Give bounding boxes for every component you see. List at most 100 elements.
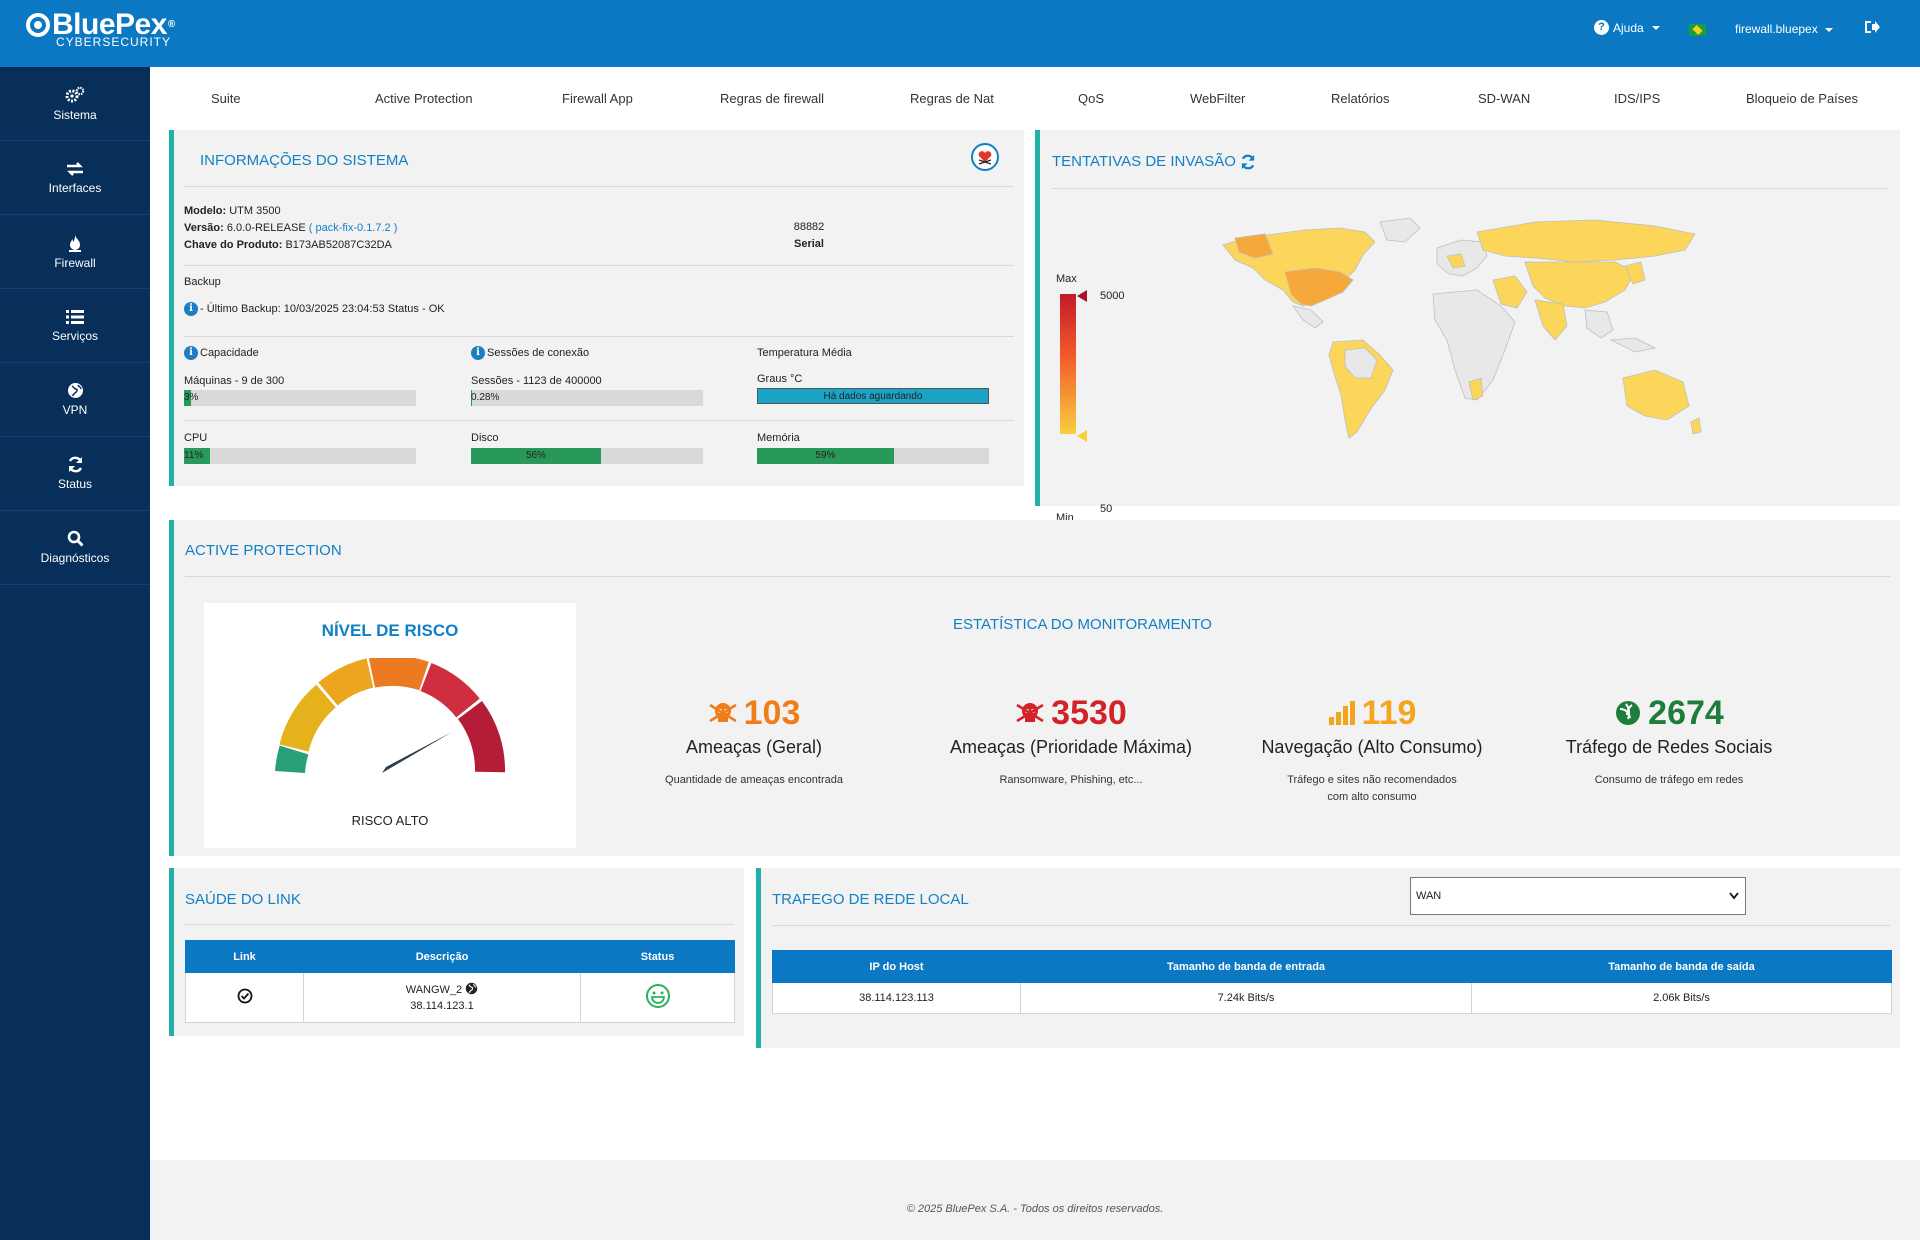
world-map[interactable] <box>1215 210 1705 445</box>
brazil-flag-icon[interactable] <box>1689 24 1706 36</box>
heart-health-icon[interactable] <box>970 142 1000 172</box>
active-protection-title: ACTIVE PROTECTION <box>185 542 342 559</box>
memory-fill: 59% <box>757 448 894 464</box>
tab-bloqueio-paises[interactable]: Bloqueio de Países <box>1746 91 1859 106</box>
tab-relatorios[interactable]: Relatórios <box>1331 91 1390 106</box>
table-row[interactable]: WANGW_2 38.114.123.1 <box>185 972 735 1023</box>
bluepex-logo[interactable]: BluePex ® CYBERSECURITY <box>26 10 175 48</box>
tab-regras-nat[interactable]: Regras de Nat <box>910 91 994 106</box>
info-icon: i <box>471 346 485 360</box>
tab-qos[interactable]: QoS <box>1078 91 1105 106</box>
sidebar-item-vpn[interactable]: VPN <box>0 363 150 437</box>
invasion-title-row: TENTATIVAS DE INVASÃO <box>1052 153 1256 170</box>
stat-value: 2674 <box>1648 694 1724 732</box>
logo-brand-text: BluePex <box>52 8 167 41</box>
disk-bar: 56% <box>471 448 703 464</box>
exchange-icon <box>67 161 83 176</box>
stat-desc: Ransomware, Phishing, etc... <box>999 774 1143 786</box>
tab-active-protection[interactable]: Active Protection <box>375 91 473 106</box>
backup-title: Backup <box>184 276 221 288</box>
local-traffic-table: IP do Host Tamanho de banda de entrada T… <box>772 950 1892 1014</box>
sidebar-item-label: VPN <box>62 403 88 417</box>
sidebar-item-firewall[interactable]: Firewall <box>0 215 150 289</box>
model-value: UTM 3500 <box>229 205 281 217</box>
stat-value: 119 <box>1361 694 1417 732</box>
stat-label: Tráfego de Redes Sociais <box>1565 737 1773 757</box>
sidebar-item-servicos[interactable]: Serviços <box>0 289 150 363</box>
capacity-title: i Capacidade <box>184 346 259 360</box>
risk-label: RISCO ALTO <box>351 813 429 828</box>
divider <box>184 420 1014 421</box>
refresh-icon[interactable] <box>1240 154 1256 170</box>
link-health-title: SAÚDE DO LINK <box>185 891 301 908</box>
temp-title: Temperatura Média <box>757 347 852 359</box>
stat-number: 3530 <box>946 695 1196 731</box>
globe-icon <box>67 383 83 398</box>
stat-value: 103 <box>743 694 801 732</box>
smile-icon <box>645 984 670 1008</box>
table-row[interactable]: 38.114.123.113 7.24k Bits/s 2.06k Bits/s <box>772 982 1892 1014</box>
memory-bar: 59% <box>757 448 989 464</box>
sidebar-item-status[interactable]: Status <box>0 437 150 511</box>
version-pack-link[interactable]: ( pack-fix-0.1.7.2 ) <box>308 222 398 234</box>
skull-icon <box>1016 703 1044 723</box>
link-health-table: Link Descrição Status WANGW_2 38.114.123… <box>185 940 735 1023</box>
sessions-title: i Sessões de conexão <box>471 346 589 360</box>
sessions-pct: 0.28% <box>471 392 500 403</box>
signal-icon <box>1328 701 1355 725</box>
stat-threats-priority: 3530 Ameaças (Prioridade Máxima) Ransomw… <box>946 695 1196 789</box>
divider <box>184 186 1014 187</box>
tab-webfilter[interactable]: WebFilter <box>1190 91 1246 106</box>
risk-title: NÍVEL DE RISCO <box>321 621 459 640</box>
cpu-label: CPU <box>184 432 208 444</box>
logo-mark-icon <box>26 13 50 37</box>
link-name: WANGW_2 <box>405 983 463 996</box>
stat-number: 119 <box>1252 695 1492 731</box>
risk-gauge <box>275 658 505 774</box>
capacity-pct: 3% <box>184 392 199 403</box>
temp-text: Graus °C <box>757 373 803 385</box>
interface-select[interactable]: WAN <box>1410 877 1746 915</box>
sidebar-item-label: Firewall <box>54 255 96 270</box>
stat-value: 3530 <box>1051 694 1127 732</box>
footer: © 2025 BluePex S.A. - Todos os direitos … <box>150 1160 1920 1240</box>
logout-icon[interactable] <box>1864 20 1880 39</box>
stat-navigation-high: 119 Navegação (Alto Consumo) Tráfego e s… <box>1252 695 1492 806</box>
disk-label: Disco <box>471 432 499 444</box>
sidebar-item-label: Diagnósticos <box>40 551 110 565</box>
cpu-bar: 11% <box>184 448 416 464</box>
tab-sd-wan[interactable]: SD-WAN <box>1478 91 1531 106</box>
legend-max-value: 5000 <box>1100 290 1125 302</box>
sidebar-item-label: Sistema <box>53 107 97 122</box>
tab-firewall-app[interactable]: Firewall App <box>562 91 633 106</box>
stat-number: 103 <box>634 695 874 731</box>
bandwidth-in-cell: 7.24k Bits/s <box>1020 982 1472 1014</box>
temp-bar: Há dados aguardando <box>757 388 989 404</box>
product-key-value: B173AB52087C32DA <box>285 239 392 251</box>
memory-label: Memória <box>757 432 800 444</box>
divider <box>184 336 1014 337</box>
help-menu[interactable]: ? Ajuda <box>1594 20 1660 35</box>
capacity-text: Máquinas - 9 de 300 <box>184 375 285 387</box>
stats-title: ESTATÍSTICA DO MONITORAMENTO <box>953 616 1212 633</box>
link-health-panel: SAÚDE DO LINK Link Descrição Status WANG… <box>169 868 744 1036</box>
info-icon: i <box>184 302 198 316</box>
memory-pct: 59% <box>815 450 836 461</box>
check-circle-icon <box>237 988 252 1004</box>
backup-status: i- Último Backup: 10/03/2025 23:04:53 St… <box>184 302 445 316</box>
sidebar-item-interfaces[interactable]: Interfaces <box>0 141 150 215</box>
user-label: firewall.bluepex <box>1735 22 1818 36</box>
map-legend-gradient <box>1060 294 1076 434</box>
tab-regras-firewall[interactable]: Regras de firewall <box>720 91 825 106</box>
system-details: Modelo: UTM 3500 Versão: 6.0.0-RELEASE (… <box>184 203 397 254</box>
tab-suite[interactable]: Suite <box>211 91 241 106</box>
sidebar-item-sistema[interactable]: Sistema <box>0 67 150 141</box>
link-cell <box>185 972 304 1023</box>
user-menu[interactable]: firewall.bluepex <box>1735 22 1834 36</box>
sessions-bar: 0.28% <box>471 390 703 406</box>
chevron-down-icon <box>1729 892 1739 900</box>
disk-pct: 56% <box>525 450 546 461</box>
sidebar-item-diagnosticos[interactable]: Diagnósticos <box>0 511 150 585</box>
tab-ids-ips[interactable]: IDS/IPS <box>1614 91 1661 106</box>
legend-min-value: 50 <box>1100 503 1113 515</box>
